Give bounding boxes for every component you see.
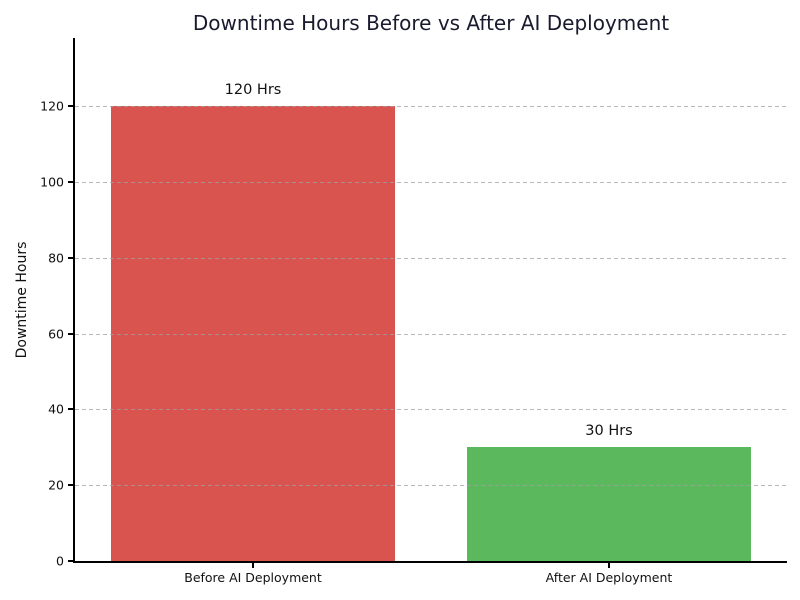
y-axis-spine [73,38,75,563]
chart-title: Downtime Hours Before vs After AI Deploy… [192,11,670,35]
y-tick-mark-40 [68,408,73,411]
y-tick-label-60: 60 [48,326,64,342]
grid-line-y-80 [75,257,787,259]
bar-value-label-after-ai-deployment: 30 Hrs [585,423,633,440]
grid-line-y-100 [75,182,787,183]
grid-line-y-20 [75,485,787,487]
grid-line-y-120 [75,106,787,108]
bar-after-ai-deployment [466,447,752,561]
y-tick-label-40: 40 [48,401,64,417]
y-tick-label-20: 20 [48,477,64,493]
x-tick-label-before-ai-deployment: Before AI Deployment [184,570,322,585]
y-tick-label-120: 120 [40,98,64,114]
plot-area: 0 20 40 60 80 100 120 120 Hrs Before AI Deployme… [40,38,787,585]
x-tick-mark-before-ai-deployment [252,563,254,568]
y-axis-label: Downtime Hours [14,241,30,359]
y-tick-label-80: 80 [48,250,64,266]
x-axis-spine [73,561,787,563]
grid-line-y-40 [75,409,787,411]
x-tick-mark-after-ai-deployment [608,563,610,568]
y-tick-mark-100 [68,181,73,183]
y-tick-mark-120 [68,105,73,108]
y-tick-label-0: 0 [56,553,64,569]
y-tick-mark-60 [68,332,73,335]
x-tick-label-after-ai-deployment: After AI Deployment [545,570,673,585]
bar-value-label-before-ai-deployment: 120 Hrs [224,82,282,99]
y-tick-label-100: 100 [40,174,64,190]
y-tick-mark-80 [68,256,73,259]
y-tick-mark-20 [68,484,73,487]
grid-line-y-60 [75,333,787,335]
y-tick-mark-0 [68,560,73,562]
